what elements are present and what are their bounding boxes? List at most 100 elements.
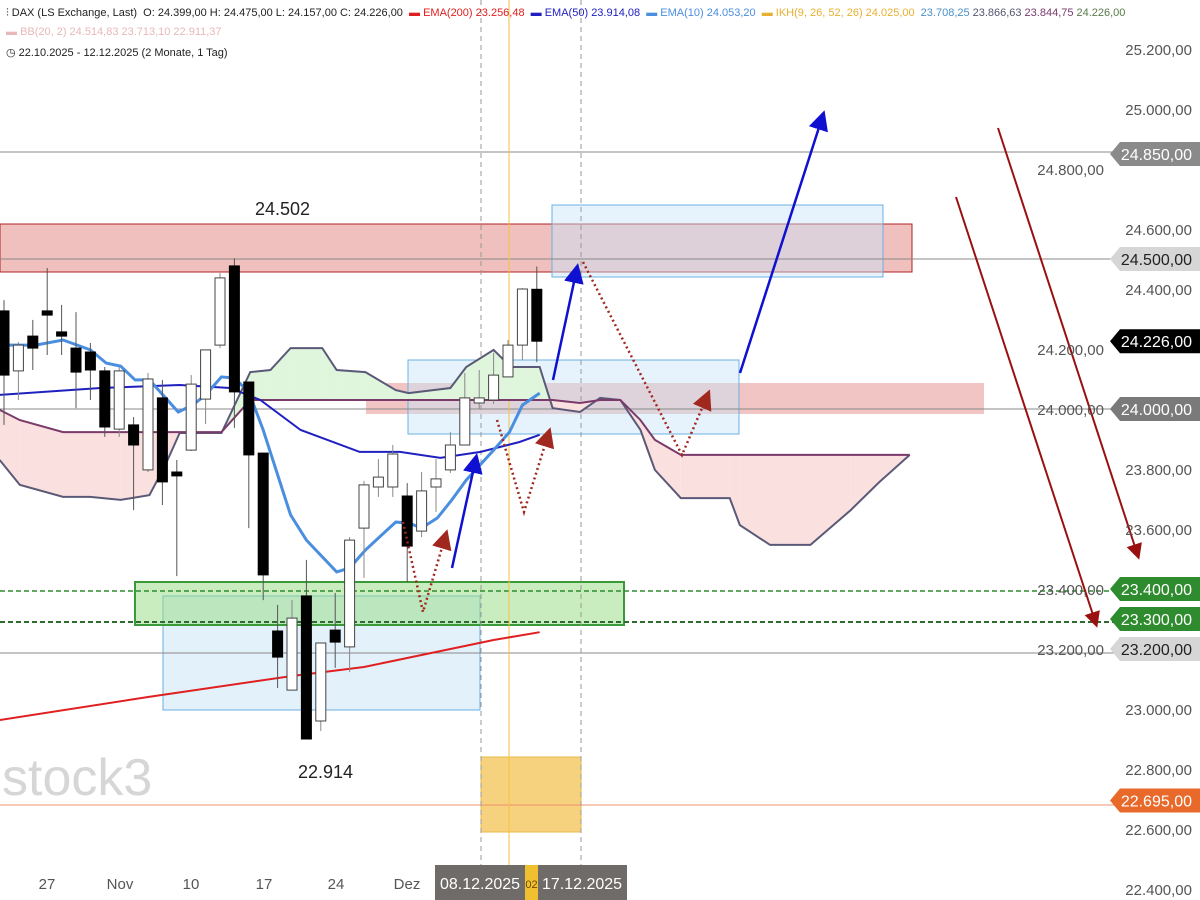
price-badge-text: 23.400,00 — [1121, 582, 1192, 599]
indicator-lines — [0, 338, 541, 722]
y-tick-label: 23.800,00 — [1125, 462, 1192, 479]
candle-body — [430, 478, 442, 488]
open-value: O: 24.399,00 — [143, 7, 207, 19]
y-tick-label: 22.600,00 — [1125, 822, 1192, 839]
candle-body — [502, 344, 514, 378]
candle-body — [214, 277, 226, 346]
candle-body — [444, 444, 456, 471]
candle-body — [488, 374, 500, 401]
cloud-segment — [770, 454, 811, 545]
candle-body — [387, 453, 399, 488]
high-label: 24.502 — [255, 199, 310, 219]
down-arrow-2[interactable] — [955, 196, 1100, 628]
y-tick-label: 24.000,00 — [1037, 402, 1104, 419]
candle-body — [516, 288, 528, 346]
ema50-line — [0, 383, 541, 459]
blue-arrow-1[interactable] — [450, 453, 483, 569]
y-tick-label: 24.400,00 — [1125, 282, 1192, 299]
candle-body — [344, 539, 356, 648]
cloud-segment — [19, 420, 64, 497]
y-tick-label: 24.600,00 — [1125, 222, 1192, 239]
cloud-segment — [63, 432, 91, 497]
price-badge-text: 24.226,00 — [1121, 334, 1192, 351]
price-badge — [1110, 142, 1200, 166]
y-tick-label: 23.000,00 — [1125, 702, 1192, 719]
cloud-segment — [120, 432, 150, 500]
close-value: C: 24.226,00 — [339, 7, 403, 19]
date-badge-cursor — [525, 865, 538, 900]
dotted-arrow-3[interactable] — [581, 261, 712, 458]
cloud-segment — [450, 367, 467, 400]
candle-body — [185, 383, 197, 451]
ikh-value: 24.226,00 — [1076, 7, 1126, 19]
price-axis[interactable]: 25.200,00 25.000,00 24.800,00 24.600,00 24.4… — [1037, 42, 1192, 899]
dotted-arrow-2[interactable] — [495, 419, 555, 517]
high-value: H: 24.475,00 — [209, 7, 273, 19]
date-badge-cursor-text: 02 — [525, 879, 537, 891]
x-tick-label: 24 — [328, 876, 345, 893]
price-badge — [1110, 577, 1200, 601]
ema200-line — [0, 631, 540, 722]
ikh-legend[interactable]: ▬ IKH(9, 26, 52, 26) 24.025,00 — [761, 7, 915, 19]
cloud-segment — [270, 348, 291, 400]
target-box-high[interactable] — [551, 204, 884, 278]
date-badge-start — [435, 865, 525, 900]
bb-legend[interactable]: ▬ BB(20, 2) 24.514,83 23.713,10 22.911,37 — [6, 26, 222, 38]
down-arrow-1[interactable] — [997, 127, 1142, 560]
low-label: 22.914 — [298, 762, 353, 782]
resistance-zone[interactable] — [0, 223, 913, 273]
cloud-segment — [290, 348, 323, 400]
candle-body — [41, 310, 53, 316]
candle-body — [243, 381, 255, 456]
cloud-segment — [654, 439, 681, 499]
candle-body — [113, 370, 125, 430]
blue-arrow-3[interactable] — [738, 110, 828, 374]
cloud-segment — [729, 454, 740, 526]
time-zone-box[interactable] — [480, 756, 582, 833]
price-badge — [1110, 607, 1200, 631]
cloud-segment — [90, 432, 121, 500]
dotted-arrow-1[interactable] — [401, 521, 452, 617]
price-badge-text: 24.500,00 — [1121, 252, 1192, 269]
clock-icon: ◷ — [6, 47, 16, 59]
candle-body — [531, 288, 543, 342]
cloud-segment — [336, 370, 366, 400]
candle-body — [12, 344, 24, 372]
price-badge-text: 24.850,00 — [1121, 147, 1192, 164]
x-tick-label: Dez — [394, 876, 421, 893]
candle-body — [156, 397, 168, 483]
candle-body — [171, 471, 183, 477]
time-axis[interactable]: 27 Nov 10 17 24 Dez 08.12.2025 02 17.12.… — [39, 865, 627, 900]
ema50-legend[interactable]: ▬ EMA(50) 23.914,08 — [530, 7, 641, 19]
candle-body — [99, 370, 111, 428]
candle-body — [315, 642, 327, 722]
price-badge-text: 23.200,00 — [1121, 642, 1192, 659]
candle-body — [257, 452, 269, 576]
price-badges: 24.850,00 24.500,00 24.226,00 24.000,00 23.4… — [1110, 142, 1200, 813]
support-zone[interactable] — [134, 581, 625, 626]
price-badge-text: 23.300,00 — [1121, 612, 1192, 629]
cloud-segment — [466, 349, 494, 400]
candle-body — [329, 629, 341, 643]
ema10-legend[interactable]: ▬ EMA(10) 24.053,20 — [646, 7, 756, 19]
date-range: 22.10.2025 - 12.12.2025 (2 Monate, 1 Tag… — [18, 47, 228, 59]
candle-body — [473, 397, 485, 404]
price-badge — [1110, 788, 1200, 813]
cloud-segment — [365, 372, 396, 400]
candle-body — [228, 265, 240, 393]
cloud-segment — [408, 388, 451, 400]
candle-body — [200, 349, 212, 400]
candle-body — [84, 351, 96, 371]
candle-body — [70, 347, 82, 373]
ema200-legend[interactable]: ▬ EMA(200) 23.256,48 — [409, 7, 525, 19]
cloud-segment — [739, 454, 771, 545]
symbol-title[interactable]: DAX (LS Exchange, Last) — [11, 7, 138, 19]
price-badge — [1110, 247, 1200, 271]
candle-body — [358, 484, 370, 529]
date-badge-end — [538, 865, 627, 900]
candle-body — [128, 424, 140, 446]
ikh-value: 23.708,25 — [920, 7, 970, 19]
blue-arrow-2[interactable] — [551, 263, 584, 381]
y-tick-label: 22.800,00 — [1125, 762, 1192, 779]
